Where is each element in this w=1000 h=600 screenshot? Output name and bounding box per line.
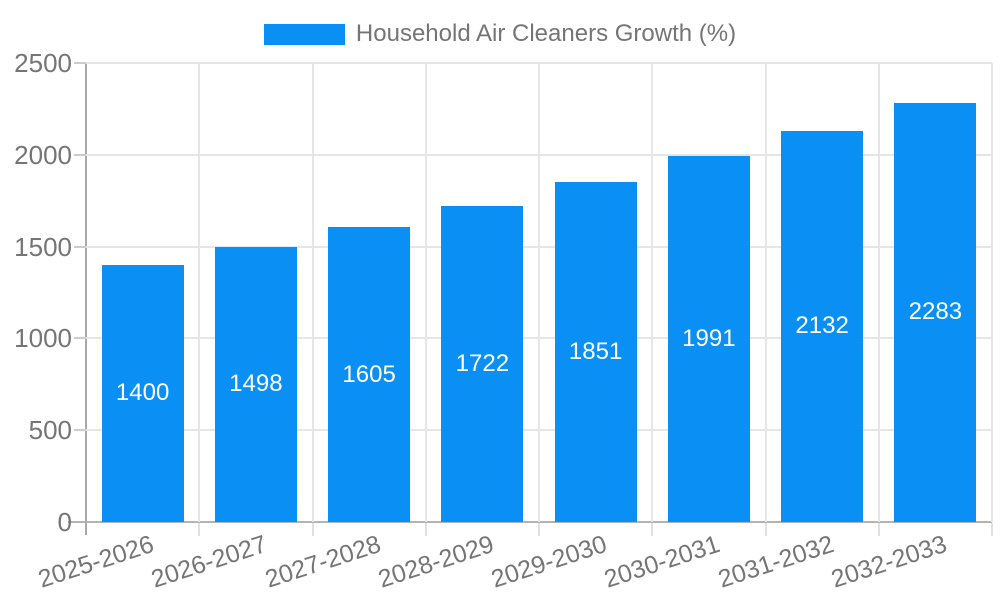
y-axis-line [85, 63, 87, 535]
x-axis-line [68, 521, 992, 523]
x-axis-tick [651, 523, 654, 536]
bar-value-label: 1991 [682, 325, 736, 353]
bar-value-label: 1400 [115, 379, 170, 407]
x-axis-category-label: 2027-2028 [261, 530, 384, 594]
gridline-vertical [764, 63, 767, 522]
bar-value-label: 1851 [568, 338, 623, 366]
bar-value-label: 1722 [455, 349, 510, 377]
x-axis-tick [877, 523, 880, 536]
y-axis-tick-label: 1000 [14, 323, 72, 354]
y-axis-tick [74, 153, 86, 156]
y-axis-tick [74, 62, 86, 64]
gridline-vertical [424, 63, 427, 522]
x-axis-category-label: 2028-2029 [374, 530, 498, 594]
y-axis-tick [74, 429, 86, 432]
bar-2029-2030[interactable]: 1851 [554, 182, 637, 522]
x-axis-category-label: 2026-2027 [148, 530, 271, 594]
x-axis-tick [991, 523, 993, 536]
legend-swatch [263, 23, 345, 45]
y-axis-tick-label: 500 [28, 415, 72, 446]
bar-value-label: 2132 [795, 312, 849, 340]
x-axis-category-label: 2030-2031 [601, 530, 724, 594]
gridline-vertical [538, 63, 540, 522]
x-axis-tick [311, 523, 314, 536]
bar-value-label: 1605 [342, 360, 396, 388]
bar-2025-2026[interactable]: 1400 [101, 264, 184, 522]
plot-area: 1400 1498 1605 1722 1851 1991 2132 2283 [86, 62, 993, 522]
legend[interactable]: Household Air Cleaners Growth (%) [0, 20, 1000, 48]
bar-2032-2033[interactable]: 2283 [894, 102, 977, 522]
bar-value-label: 1498 [229, 370, 283, 398]
x-axis-tick [764, 523, 767, 536]
gridline-vertical [877, 63, 880, 522]
x-axis-tick [424, 523, 427, 536]
bar-2031-2032[interactable]: 2132 [781, 130, 864, 522]
x-axis-category-label: 2029-2030 [487, 530, 611, 594]
gridline-vertical [991, 63, 993, 522]
y-axis-tick [74, 337, 86, 340]
gridline-vertical [651, 63, 654, 522]
bar-2030-2031[interactable]: 1991 [667, 156, 750, 522]
y-axis-tick-label: 2500 [14, 48, 72, 78]
y-axis-tick [74, 245, 86, 248]
y-axis-tick-label: 0 [57, 507, 72, 537]
gridline-vertical [198, 63, 201, 522]
x-axis-tick [538, 523, 540, 536]
x-axis-category-label: 2031-2032 [714, 530, 837, 594]
y-axis-tick-label: 1500 [14, 231, 72, 262]
y-axis-tick-label: 2000 [14, 139, 72, 170]
x-axis-category-label: 2025-2026 [34, 530, 158, 594]
x-axis-category-label: 2032-2033 [827, 530, 951, 594]
bar-2026-2027[interactable]: 1498 [214, 246, 297, 522]
x-axis-tick [198, 523, 201, 536]
legend-label: Household Air Cleaners Growth (%) [355, 20, 737, 47]
bar-2027-2028[interactable]: 1605 [328, 227, 411, 522]
gridline-vertical [311, 63, 314, 522]
bar-value-label: 2283 [908, 298, 963, 326]
bar-2028-2029[interactable]: 1722 [441, 205, 524, 522]
